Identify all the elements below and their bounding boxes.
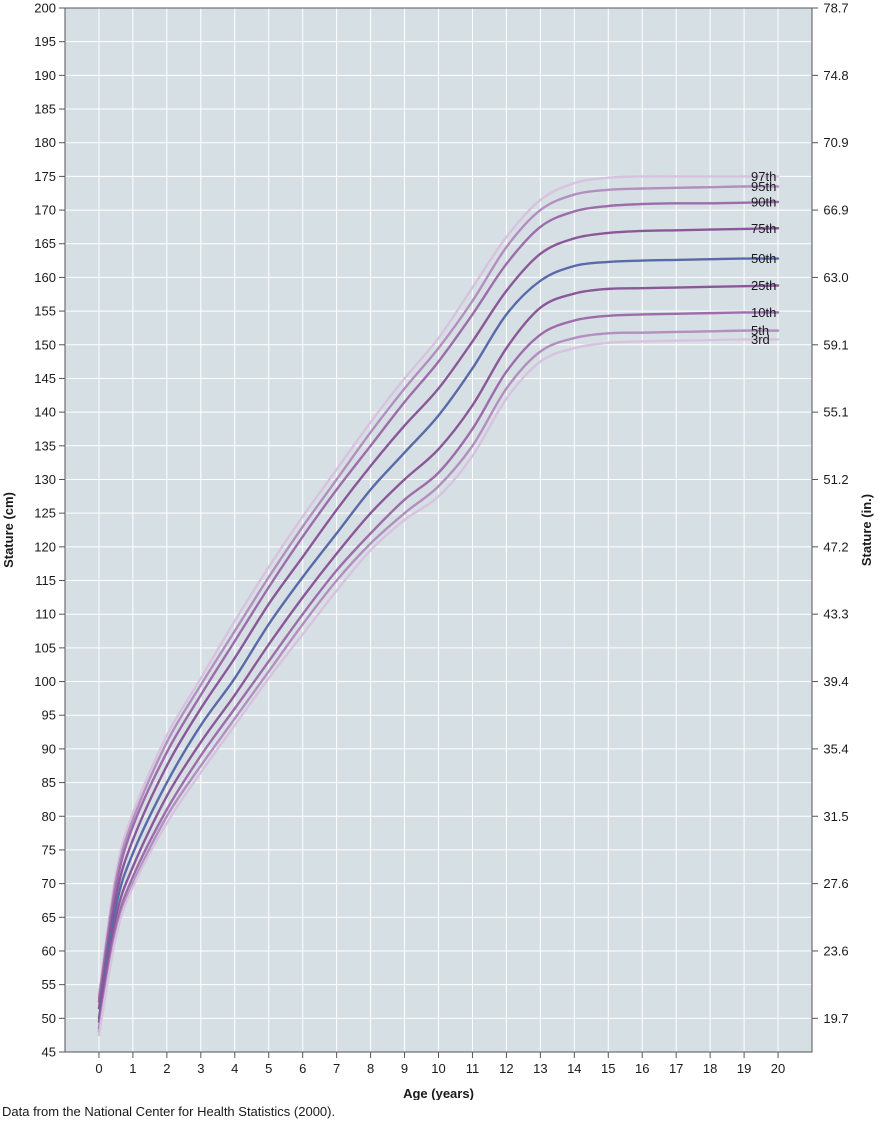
percentile-curve-50th (97, 257, 780, 1020)
percentile-curve-95th (97, 185, 780, 1000)
right-tick-label: 55.1 (823, 405, 848, 420)
left-tick-label: 90 (42, 741, 56, 756)
x-tick-label: 3 (197, 1061, 204, 1076)
left-tick-label: 200 (34, 1, 56, 16)
left-tick-label: 95 (42, 708, 56, 723)
right-tick-label: 39.4 (823, 674, 848, 689)
left-tick-label: 55 (42, 977, 56, 992)
right-y-axis: 19.7 23.6 27.6 31.5 35.4 39.4 43.3 47.2 51.2 55.1… (812, 1, 849, 1026)
percentile-label-95th: 95th (751, 179, 776, 194)
x-tick-label: 9 (401, 1061, 408, 1076)
left-tick-label: 80 (42, 809, 56, 824)
left-tick-label: 70 (42, 876, 56, 891)
left-tick-label: 135 (34, 438, 56, 453)
percentile-curve-75th (97, 227, 780, 1010)
left-tick-label: 100 (34, 674, 56, 689)
right-tick-label: 47.2 (823, 539, 848, 554)
x-tick-label: 5 (265, 1061, 272, 1076)
left-tick-label: 175 (34, 169, 56, 184)
left-tick-label: 195 (34, 34, 56, 49)
x-tick-label: 13 (533, 1061, 547, 1076)
x-tick-label: 7 (333, 1061, 340, 1076)
left-tick-label: 145 (34, 371, 56, 386)
percentile-label-10th: 10th (751, 305, 776, 320)
x-axis: 0 1 2 3 4 5 6 7 8 9 10 11 12 13 14 15 16 17 18 19 20 (95, 1052, 785, 1076)
left-tick-label: 45 (42, 1045, 56, 1060)
right-tick-label: 35.4 (823, 741, 848, 756)
percentile-label-3rd: 3rd (751, 332, 770, 347)
percentile-label-90th: 90th (751, 194, 776, 209)
x-tick-label: 11 (466, 1061, 480, 1076)
x-tick-label: 15 (601, 1061, 615, 1076)
right-tick-label: 74.8 (823, 68, 848, 83)
right-tick-label: 31.5 (823, 809, 848, 824)
left-tick-label: 155 (34, 304, 56, 319)
percentile-curve-10th (97, 311, 780, 1030)
right-tick-label: 78.7 (823, 1, 848, 16)
x-tick-label: 2 (163, 1061, 170, 1076)
x-axis-title: Age (years) (403, 1086, 474, 1100)
percentile-curves (97, 175, 780, 1037)
x-tick-label: 8 (367, 1061, 374, 1076)
left-tick-label: 115 (35, 573, 56, 588)
percentile-label-97th: 97th (751, 169, 776, 184)
right-y-axis-title: Stature (in.) (859, 494, 874, 566)
right-tick-label: 63.0 (823, 270, 848, 285)
left-tick-label: 110 (35, 607, 56, 622)
x-tick-label: 20 (771, 1061, 785, 1076)
x-tick-label: 1 (129, 1061, 136, 1076)
left-tick-label: 150 (34, 337, 56, 352)
right-tick-label: 19.7 (823, 1011, 848, 1026)
left-tick-label: 125 (34, 506, 56, 521)
percentile-curve-97th (97, 175, 780, 996)
x-tick-label: 12 (499, 1061, 513, 1076)
left-tick-label: 50 (42, 1011, 56, 1026)
left-tick-label: 190 (34, 68, 56, 83)
right-tick-label: 51.2 (823, 472, 848, 487)
left-y-axis-title: Stature (cm) (1, 492, 16, 568)
right-tick-label: 59.1 (823, 337, 848, 352)
left-tick-label: 185 (34, 102, 56, 117)
right-tick-label: 66.9 (823, 203, 848, 218)
percentile-label-75th: 75th (751, 221, 776, 236)
percentile-curve-25th (97, 284, 780, 1023)
left-tick-label: 105 (34, 640, 56, 655)
left-tick-label: 120 (34, 539, 56, 554)
percentile-label-5th: 5th (751, 323, 769, 338)
left-tick-label: 85 (42, 775, 56, 790)
x-tick-label: 14 (567, 1061, 581, 1076)
source-note: Data from the National Center for Health… (2, 1104, 336, 1119)
x-tick-label: 6 (299, 1061, 306, 1076)
growth-chart: 4550556065707580859095100105110115120125… (1, 1, 874, 1101)
x-tick-label: 19 (737, 1061, 751, 1076)
left-y-axis: 45 50 55 60 65 70 75 80 85 90 95 100 105 110 115 120 125… (34, 1, 65, 1060)
right-tick-label: 27.6 (823, 876, 848, 891)
left-tick-label: 60 (42, 943, 56, 958)
left-tick-label: 75 (42, 842, 56, 857)
left-tick-label: 140 (34, 405, 56, 420)
right-tick-label: 70.9 (823, 135, 848, 150)
left-tick-label: 170 (34, 203, 56, 218)
x-tick-label: 17 (669, 1061, 683, 1076)
percentile-curve-90th (97, 200, 780, 1003)
x-tick-label: 4 (231, 1061, 238, 1076)
percentile-label-50th: 50th (751, 251, 776, 266)
x-tick-label: 10 (431, 1061, 445, 1076)
left-tick-label: 65 (42, 910, 56, 925)
left-tick-label: 165 (34, 236, 56, 251)
x-tick-label: 16 (635, 1061, 649, 1076)
percentile-curve-5th (97, 329, 780, 1033)
left-tick-label: 130 (34, 472, 56, 487)
left-tick-label: 180 (34, 135, 56, 150)
x-tick-label: 0 (95, 1061, 102, 1076)
left-tick-label: 160 (34, 270, 56, 285)
percentile-curve-3rd (97, 338, 780, 1037)
percentile-label-25th: 25th (751, 278, 776, 293)
right-tick-label: 43.3 (823, 607, 848, 622)
x-tick-label: 18 (703, 1061, 717, 1076)
right-tick-label: 23.6 (823, 943, 848, 958)
